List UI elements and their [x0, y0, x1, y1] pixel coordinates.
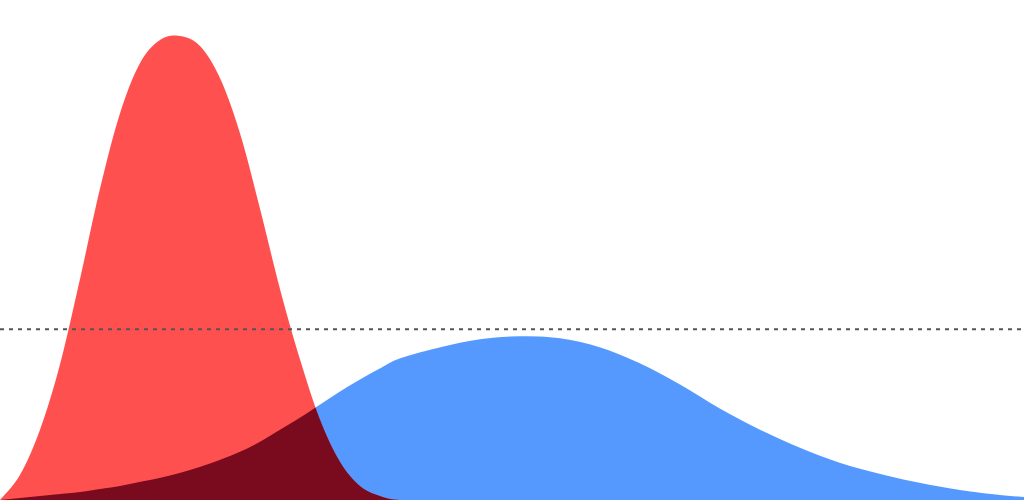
series-layer	[0, 35, 1024, 500]
series-red-area	[0, 35, 1024, 500]
